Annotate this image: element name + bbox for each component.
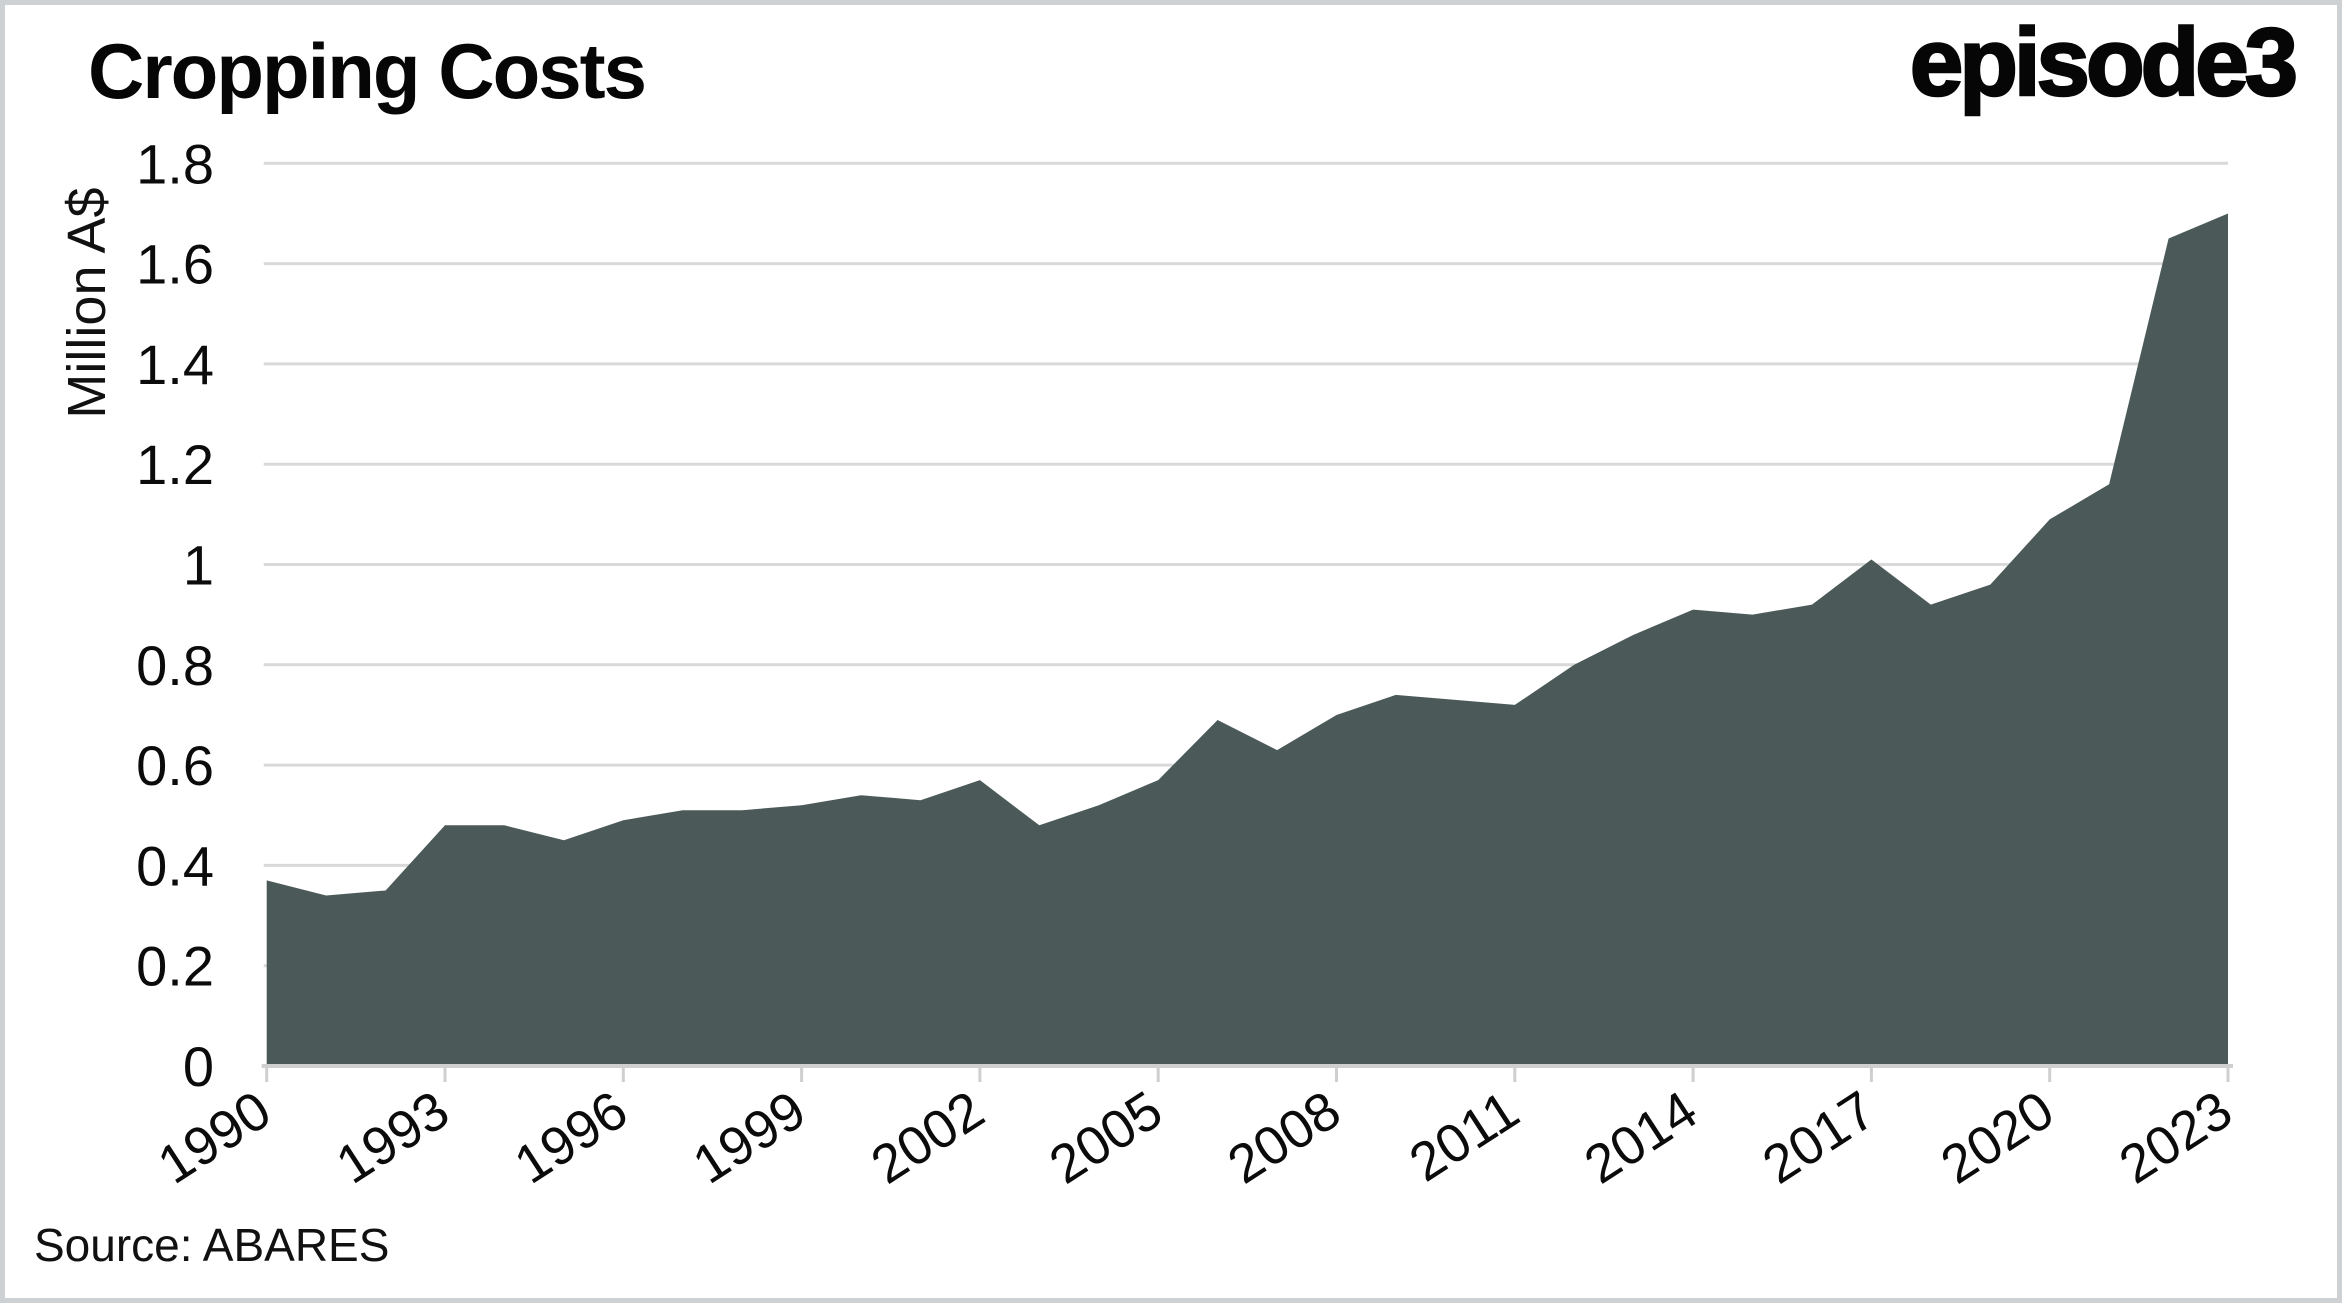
svg-text:2020: 2020 xyxy=(1931,1080,2064,1196)
svg-text:1990: 1990 xyxy=(148,1080,281,1196)
svg-text:1: 1 xyxy=(183,534,214,597)
y-tick-labels: 0 0.2 0.4 0.6 0.8 1 1.2 1.4 1.6 1.8 xyxy=(136,132,214,1098)
svg-text:2008: 2008 xyxy=(1218,1080,1351,1196)
svg-text:2014: 2014 xyxy=(1574,1080,1707,1196)
x-tick-labels: 1990 1993 1996 1999 2002 2005 2008 2011 2014 2017… xyxy=(148,1080,2243,1196)
episode3-logo: episode3 xyxy=(1909,8,2300,118)
svg-text:1993: 1993 xyxy=(326,1080,459,1196)
svg-text:1.6: 1.6 xyxy=(136,233,214,296)
chart-title: Cropping Costs xyxy=(88,27,647,115)
svg-text:1.2: 1.2 xyxy=(136,433,214,496)
svg-text:0.8: 0.8 xyxy=(136,634,214,697)
axis-group xyxy=(261,1064,2233,1082)
svg-text:2023: 2023 xyxy=(2109,1080,2242,1196)
svg-text:0.2: 0.2 xyxy=(136,935,214,998)
svg-text:2017: 2017 xyxy=(1752,1080,1885,1196)
svg-text:2011: 2011 xyxy=(1399,1080,1529,1194)
svg-text:1996: 1996 xyxy=(504,1080,637,1196)
svg-text:2002: 2002 xyxy=(861,1080,994,1196)
area-series xyxy=(266,213,2229,1066)
svg-text:0: 0 xyxy=(183,1035,214,1098)
svg-text:0.4: 0.4 xyxy=(136,834,214,897)
svg-text:1.4: 1.4 xyxy=(136,333,214,396)
svg-text:1.8: 1.8 xyxy=(136,132,214,195)
svg-text:2005: 2005 xyxy=(1039,1080,1172,1196)
svg-text:0.6: 0.6 xyxy=(136,734,214,797)
svg-text:1999: 1999 xyxy=(683,1080,816,1196)
source-caption: Source: ABARES xyxy=(34,1219,390,1271)
